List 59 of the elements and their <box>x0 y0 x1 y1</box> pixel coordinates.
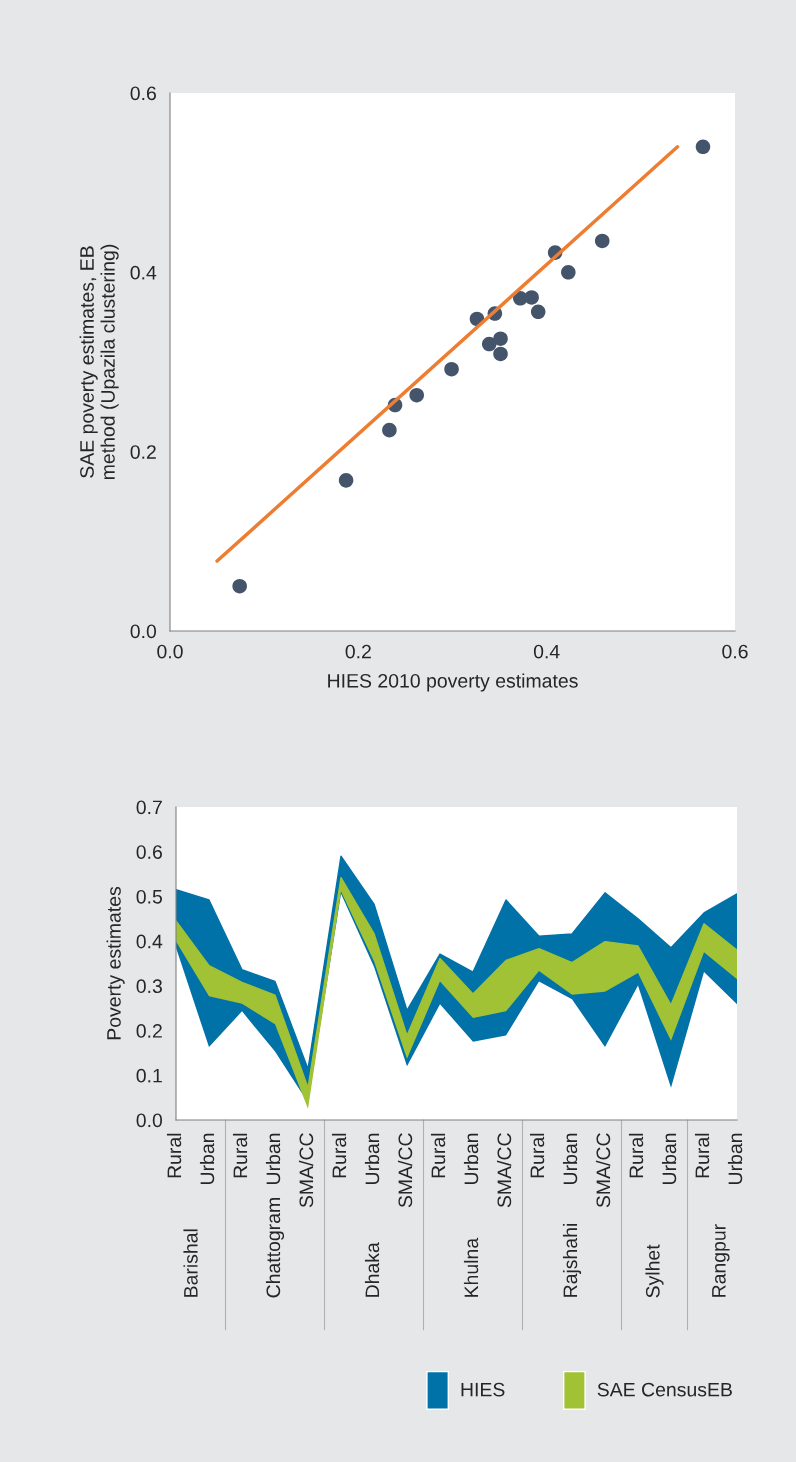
y-tick-label: 0.6 <box>136 845 162 859</box>
x-tick-label: Urban <box>661 1133 677 1184</box>
y-tick-label: 0.0 <box>130 624 157 639</box>
x-tick-label: Rural <box>166 1133 182 1178</box>
x-tick-label: Urban <box>199 1133 215 1184</box>
x-tick-label: 0.2 <box>345 644 371 659</box>
x-tick-label: Urban <box>265 1133 281 1184</box>
x-tick-label: Urban <box>562 1133 578 1184</box>
x-tick-label: Rural <box>694 1133 710 1178</box>
x-tick-label: Urban <box>727 1133 743 1184</box>
point <box>232 578 247 594</box>
x-tick-label: Urban <box>463 1133 479 1184</box>
text: Rangpur <box>712 1224 730 1297</box>
point <box>493 346 508 362</box>
x-tick-label: Rural <box>232 1133 248 1178</box>
x-tick-label: Rural <box>529 1133 545 1178</box>
point <box>594 233 610 249</box>
y-tick-label: 0.1 <box>136 1068 162 1083</box>
y-tick-label: 0.0 <box>136 1113 163 1128</box>
y-tick-label: 0.6 <box>130 86 156 101</box>
x-tick-label: Rural <box>628 1133 644 1178</box>
x-axis-title: HIES 2010 poverty estimates <box>328 673 578 692</box>
x-tick-label: Rural <box>331 1133 347 1178</box>
x-tick-label: Rural <box>430 1133 446 1178</box>
point <box>481 336 497 352</box>
text: Sylhet <box>645 1244 664 1298</box>
y-axis-title: SAE poverty estimates, EB method (Upazila clustering) <box>79 244 119 480</box>
point <box>493 331 508 346</box>
point <box>530 304 546 320</box>
point <box>382 422 397 438</box>
y-tick-label: 0.4 <box>136 934 163 949</box>
point <box>444 361 459 377</box>
text: Barishal <box>183 1229 198 1297</box>
point <box>338 473 354 488</box>
y-axis-title: Poverty estimates <box>106 886 125 1040</box>
point <box>561 265 576 280</box>
x-tick-label: SMA/CC <box>397 1133 413 1208</box>
x-tick-label: 0.6 <box>722 644 748 659</box>
x-tick-label: SMA/CC <box>595 1133 611 1208</box>
y-tick-label: 0.2 <box>136 1024 162 1038</box>
point <box>695 139 711 155</box>
text: Chattogram <box>265 1198 285 1298</box>
y-tick-label: 0.7 <box>136 800 162 815</box>
text: Rajshahi <box>562 1224 582 1297</box>
x-tick-label: SMA/CC <box>298 1133 314 1208</box>
y-tick-label: 0.3 <box>136 979 162 994</box>
y-tick-label: 0.2 <box>130 445 156 459</box>
legend-label: SAE CensusEB <box>597 1382 732 1397</box>
legend-label: HIES <box>461 1382 505 1397</box>
y-tick-label: 0.5 <box>136 889 162 904</box>
point <box>409 387 424 403</box>
point <box>524 290 539 305</box>
x-tick-label: 0.0 <box>157 644 183 659</box>
x-tick-label: Urban <box>364 1133 380 1184</box>
x-tick-label: SMA/CC <box>496 1133 512 1208</box>
y-tick-label: 0.4 <box>130 265 157 280</box>
text: Khulna <box>463 1237 479 1297</box>
x-tick-label: 0.4 <box>533 644 560 659</box>
text: Dhaka <box>364 1242 380 1297</box>
